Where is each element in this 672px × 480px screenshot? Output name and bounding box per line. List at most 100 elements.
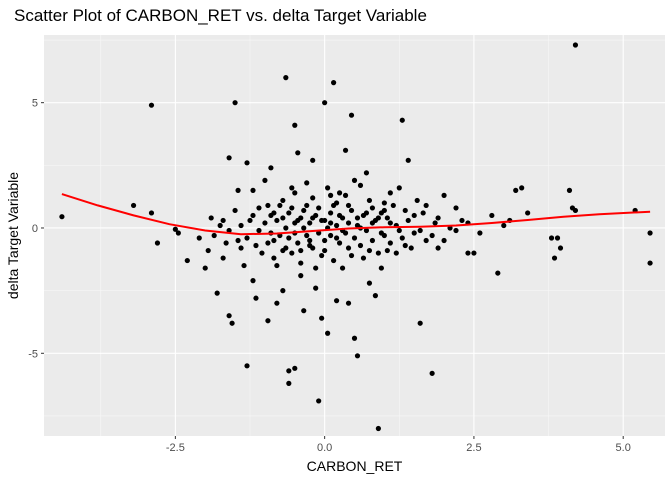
data-point — [256, 227, 262, 234]
data-point — [211, 232, 217, 239]
y-tick-label: 5 — [32, 98, 38, 110]
data-point — [378, 230, 384, 236]
data-point — [557, 245, 564, 251]
x-tick-label: 5.0 — [616, 442, 631, 454]
data-point — [322, 100, 328, 106]
data-point — [441, 237, 447, 244]
data-point — [336, 190, 343, 196]
data-point — [402, 207, 408, 214]
y-tick-label: -5 — [28, 348, 38, 360]
x-axis-title: CARBON_RET — [307, 458, 403, 474]
data-point — [310, 245, 316, 251]
data-point — [310, 157, 316, 163]
data-point — [301, 225, 307, 231]
data-point — [471, 250, 477, 256]
data-point — [354, 353, 361, 359]
data-point — [369, 220, 376, 226]
data-point — [307, 220, 313, 226]
data-point — [202, 265, 208, 271]
data-point — [274, 300, 280, 306]
data-point — [172, 226, 178, 232]
data-point — [283, 245, 289, 251]
data-point — [130, 202, 137, 209]
data-point — [295, 217, 301, 224]
data-point — [235, 237, 241, 244]
data-point — [348, 112, 355, 118]
data-point — [226, 313, 232, 319]
data-point — [247, 217, 253, 224]
data-point — [378, 265, 384, 271]
data-point — [453, 205, 459, 211]
data-point — [229, 320, 235, 326]
data-point — [357, 242, 364, 249]
data-point — [226, 227, 232, 234]
data-point — [295, 150, 301, 156]
data-point — [384, 215, 390, 221]
data-point — [432, 220, 438, 226]
data-point — [304, 180, 310, 186]
y-tick-label: 0 — [32, 223, 38, 235]
data-point — [298, 247, 304, 254]
data-point — [271, 210, 277, 216]
data-point — [214, 290, 220, 296]
data-point — [259, 250, 265, 256]
data-point — [226, 155, 232, 161]
data-point — [548, 235, 555, 241]
data-point — [292, 122, 298, 128]
data-point — [331, 202, 337, 209]
data-point — [253, 242, 259, 249]
data-point — [366, 247, 373, 254]
data-point — [399, 235, 405, 241]
data-point — [360, 255, 367, 261]
data-point — [366, 280, 373, 286]
data-point — [363, 170, 370, 176]
data-point — [175, 230, 181, 236]
data-point — [304, 202, 310, 209]
data-point — [387, 220, 393, 226]
data-point — [375, 250, 381, 256]
data-point — [250, 212, 256, 219]
data-point — [345, 202, 352, 209]
data-point — [232, 207, 238, 214]
data-point — [148, 210, 155, 216]
data-point — [336, 240, 343, 246]
data-point — [328, 192, 334, 198]
data-point — [319, 252, 325, 259]
data-point — [423, 237, 429, 244]
data-point — [316, 205, 322, 211]
data-point — [414, 197, 420, 204]
data-point — [301, 207, 307, 214]
data-point — [372, 293, 378, 299]
data-point — [331, 257, 337, 264]
data-point — [313, 265, 319, 271]
data-point — [423, 202, 429, 209]
smooth-curve — [61, 193, 651, 236]
data-point — [256, 205, 262, 211]
data-point — [286, 210, 292, 216]
data-point — [289, 250, 295, 256]
data-point — [366, 197, 373, 204]
data-point — [551, 255, 558, 261]
data-point — [238, 245, 244, 251]
data-point — [274, 262, 280, 269]
data-point — [333, 222, 340, 229]
data-point — [244, 160, 250, 166]
data-point — [298, 273, 304, 279]
data-point — [280, 288, 286, 294]
data-point — [298, 260, 304, 266]
data-point — [342, 230, 349, 236]
data-points — [59, 42, 653, 432]
data-point — [435, 245, 441, 251]
data-point — [390, 202, 396, 209]
data-point — [495, 270, 501, 276]
data-point — [411, 230, 417, 236]
data-point — [399, 117, 405, 123]
data-point — [301, 308, 307, 314]
data-point — [310, 195, 316, 201]
data-point — [262, 177, 268, 183]
data-point — [566, 187, 573, 193]
data-point — [348, 252, 355, 259]
data-point — [381, 207, 387, 214]
data-point — [265, 318, 271, 324]
